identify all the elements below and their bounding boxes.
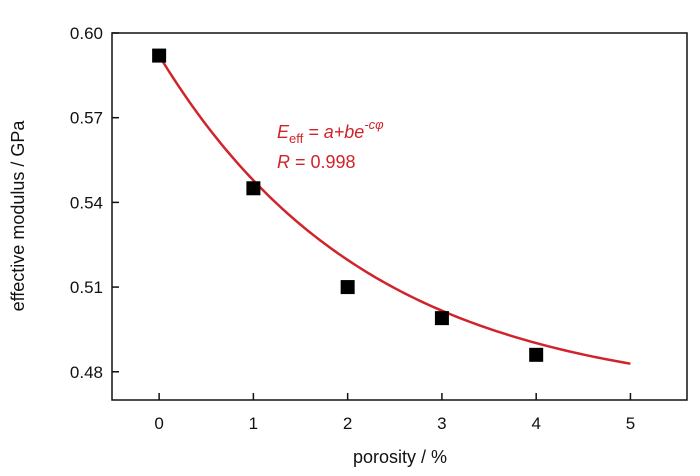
y-axis-ticks: 0.48 0.51 0.54 0.57 0.60 xyxy=(70,24,119,382)
y-tick-label: 0.54 xyxy=(70,193,103,212)
data-point xyxy=(246,181,261,196)
x-tick-label: 2 xyxy=(343,414,352,433)
y-tick-label: 0.57 xyxy=(70,109,103,128)
y-tick-label: 0.48 xyxy=(70,363,103,382)
data-point xyxy=(152,48,167,63)
fit-curve xyxy=(158,54,631,365)
plot-frame xyxy=(111,32,688,401)
x-axis-ticks: 0 1 2 3 4 5 xyxy=(154,393,635,433)
y-axis-title: effective modulus / GPa xyxy=(8,120,28,312)
data-points xyxy=(152,48,544,362)
x-tick-label: 0 xyxy=(154,414,163,433)
data-point xyxy=(340,280,355,295)
equation-annotation: Eeff = a+be-cφ xyxy=(277,117,384,146)
data-point xyxy=(434,311,449,326)
data-point xyxy=(529,347,544,362)
x-tick-label: 4 xyxy=(531,414,540,433)
x-tick-label: 5 xyxy=(626,414,635,433)
x-tick-label: 3 xyxy=(437,414,446,433)
x-tick-label: 1 xyxy=(249,414,258,433)
x-axis-title: porosity / % xyxy=(353,447,447,467)
y-tick-label: 0.60 xyxy=(70,24,103,43)
r-annotation: R = 0.998 xyxy=(277,152,356,172)
y-tick-label: 0.51 xyxy=(70,278,103,297)
